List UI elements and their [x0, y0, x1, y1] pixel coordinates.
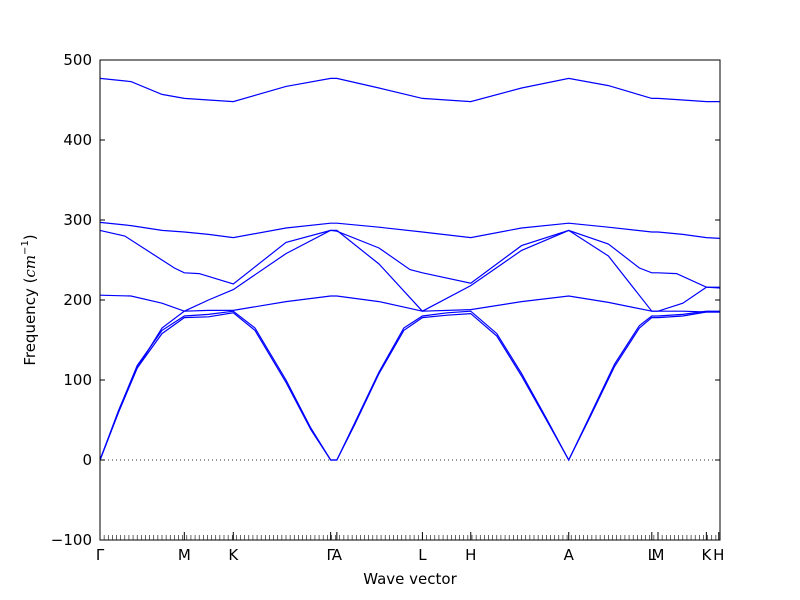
x-tick-label: K	[228, 546, 239, 564]
y-axis-label-text: Frequency (	[21, 278, 39, 366]
x-tick-label: L	[648, 546, 657, 564]
x-tick-label: M	[652, 546, 665, 564]
x-tick-label: H	[465, 546, 476, 564]
x-axis-label: Wave vector	[363, 570, 457, 588]
band-line-1	[99, 77, 720, 103]
y-tick-label: 300	[63, 211, 92, 229]
y-axis-label-exponent: −1	[20, 240, 31, 255]
band-line-2	[99, 221, 721, 239]
band-line-3	[99, 229, 721, 289]
y-axis-label-unit: cm	[21, 255, 39, 278]
axes-frame	[99, 59, 721, 541]
y-tick-label: 400	[63, 131, 92, 149]
y-tick-label: 500	[63, 51, 92, 69]
y-tick-label: −100	[51, 531, 92, 549]
y-axis-label-close: )	[21, 234, 39, 240]
x-tick-label: Γ	[96, 546, 105, 564]
y-axis: −100 0 100 200 300 400 500	[51, 51, 720, 549]
x-tick-label: H	[713, 546, 724, 564]
x-tick-label: K	[701, 546, 712, 564]
y-tick-label: 200	[63, 291, 92, 309]
band-line-7	[99, 311, 720, 462]
band-line-5	[99, 229, 720, 461]
band-line-6	[99, 310, 720, 462]
y-tick-label: 0	[82, 451, 92, 469]
y-axis-label: Frequency (cm−1)	[20, 234, 39, 365]
x-tick-label: A	[332, 546, 343, 564]
x-tick-label: L	[418, 546, 427, 564]
x-axis: Γ M K ΓA L H A LM K H	[96, 532, 724, 564]
x-tick-label: A	[564, 546, 575, 564]
plot-area	[99, 77, 721, 462]
y-tick-label: 100	[63, 371, 92, 389]
x-tick-label: Γ	[326, 546, 335, 564]
x-tick-label: M	[178, 546, 191, 564]
